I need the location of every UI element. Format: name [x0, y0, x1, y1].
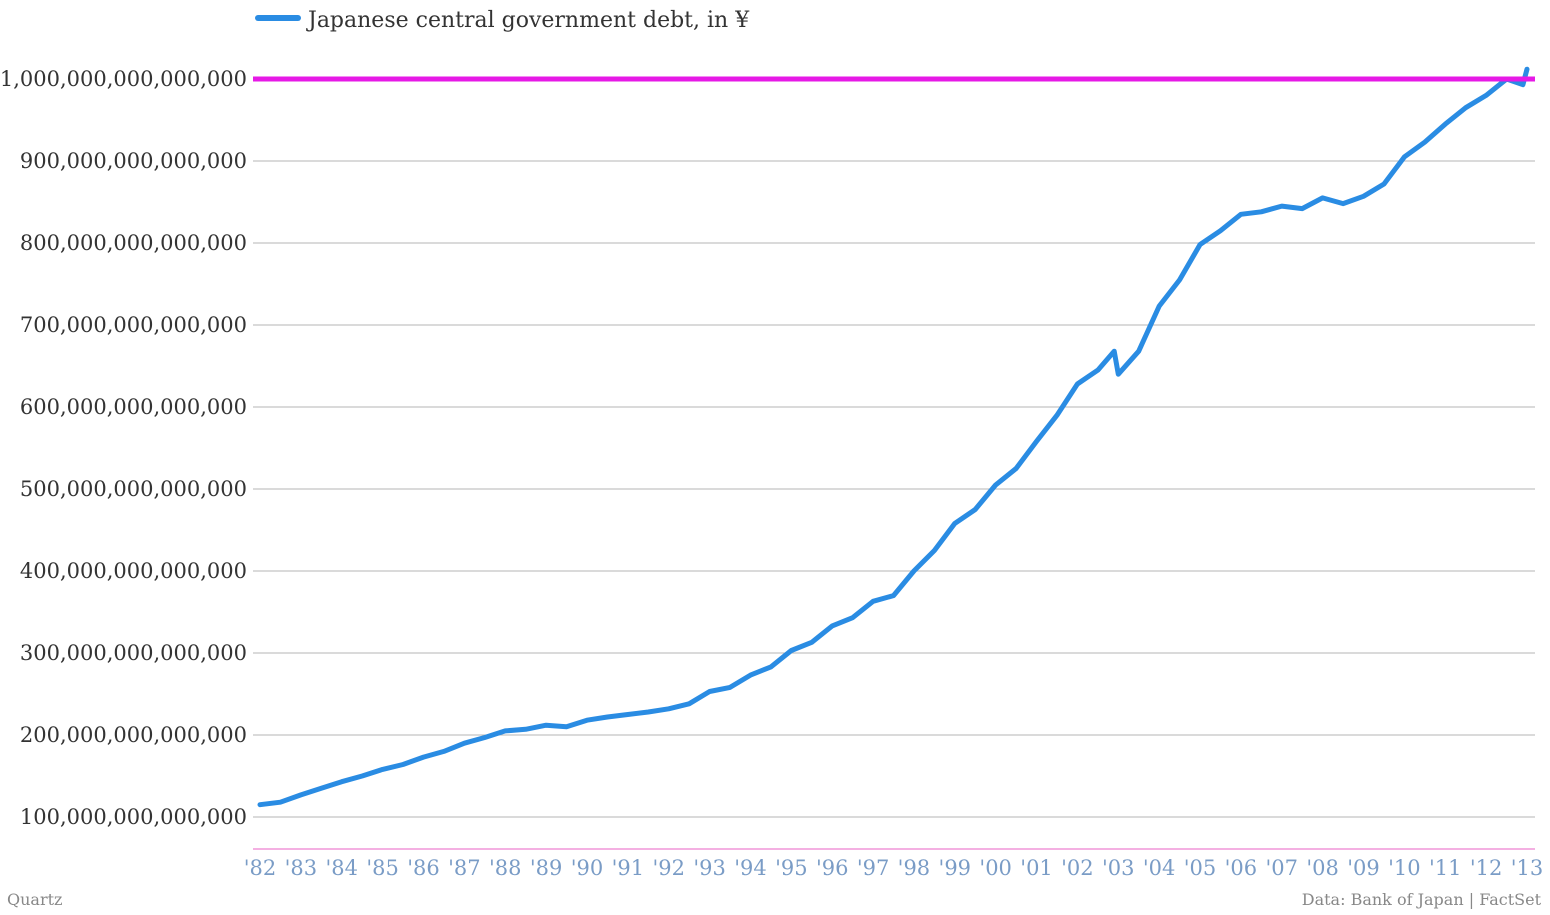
x-tick-label: '85 [366, 856, 399, 880]
x-tick-label: '90 [571, 856, 604, 880]
x-axis-labels: '82 '83 '84 '85 '86 '87 '88 '89 '90 '91 '92 '93 '94 '… [244, 856, 1544, 880]
x-tick-label: '88 [489, 856, 522, 880]
footer-source: Data: Bank of Japan | FactSet [1302, 890, 1542, 909]
gridlines [253, 160, 1535, 850]
x-tick-label: '82 [244, 856, 277, 880]
x-tick-label: '94 [734, 856, 767, 880]
x-tick-label: '00 [979, 856, 1012, 880]
x-tick-label: '86 [407, 856, 440, 880]
x-tick-label: '08 [1306, 856, 1339, 880]
footer-brand: Quartz [7, 890, 62, 909]
y-axis-labels: 100,000,000,000,000 200,000,000,000,000 30… [0, 67, 247, 829]
x-tick-label: '98 [898, 856, 931, 880]
x-tick-label: '83 [285, 856, 318, 880]
x-tick-label: '87 [448, 856, 481, 880]
x-tick-label: '02 [1061, 856, 1094, 880]
x-tick-label: '01 [1020, 856, 1053, 880]
x-tick-label: '09 [1347, 856, 1380, 880]
x-tick-label: '91 [612, 856, 645, 880]
legend: Japanese central government debt, in ¥ [255, 8, 750, 33]
y-tick-label: 700,000,000,000,000 [20, 313, 247, 337]
x-tick-label: '99 [939, 856, 972, 880]
x-tick-label: '92 [652, 856, 685, 880]
x-tick-label: '03 [1102, 856, 1135, 880]
x-tick-label: '96 [816, 856, 849, 880]
series-layer [257, 66, 1530, 808]
y-tick-label: 100,000,000,000,000 [20, 805, 247, 829]
x-tick-label: '95 [775, 856, 808, 880]
y-tick-label: 1,000,000,000,000,000 [0, 67, 247, 91]
y-tick-label: 900,000,000,000,000 [20, 149, 247, 173]
x-tick-label: '07 [1266, 856, 1299, 880]
y-tick-label: 300,000,000,000,000 [20, 641, 247, 665]
debt-series-line [257, 66, 1530, 808]
y-tick-label: 600,000,000,000,000 [20, 395, 247, 419]
y-tick-label: 400,000,000,000,000 [20, 559, 247, 583]
x-tick-label: '10 [1388, 856, 1421, 880]
x-tick-label: '84 [325, 856, 358, 880]
x-tick-label: '89 [530, 856, 563, 880]
x-tick-label: '06 [1225, 856, 1258, 880]
x-tick-label: '13 [1511, 856, 1544, 880]
y-tick-label: 200,000,000,000,000 [20, 723, 247, 747]
x-tick-label: '97 [857, 856, 890, 880]
y-tick-label: 800,000,000,000,000 [20, 231, 247, 255]
x-tick-label: '11 [1429, 856, 1462, 880]
x-tick-label: '05 [1184, 856, 1217, 880]
y-tick-label: 500,000,000,000,000 [20, 477, 247, 501]
x-tick-label: '04 [1143, 856, 1176, 880]
legend-label: Japanese central government debt, in ¥ [306, 8, 750, 33]
x-tick-label: '93 [693, 856, 726, 880]
x-tick-label: '12 [1470, 856, 1503, 880]
